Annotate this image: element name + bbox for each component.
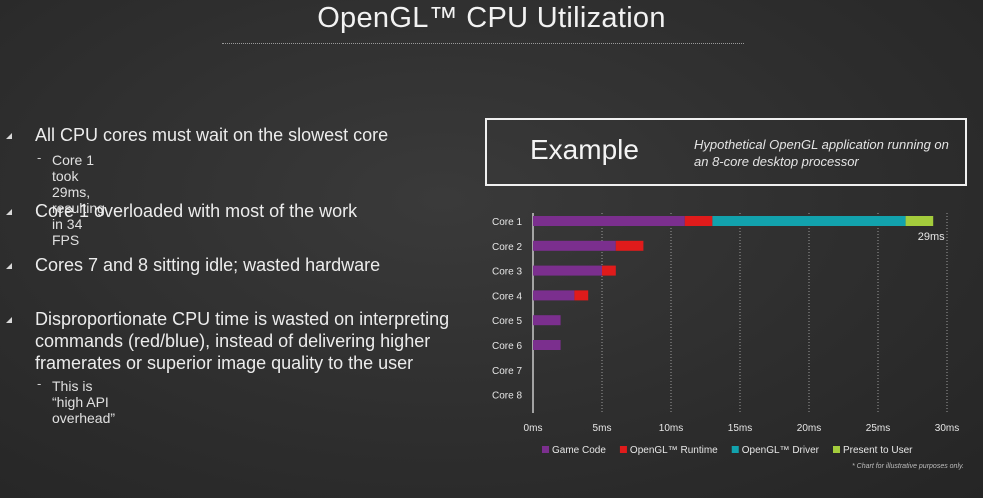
bar-segment: [615, 240, 644, 251]
bar-segment: [602, 265, 616, 276]
legend-swatch: [542, 446, 549, 453]
slide-title: OpenGL™ CPU Utilization: [317, 2, 666, 34]
x-tick-label: 20ms: [797, 423, 821, 434]
cpu-utilization-chart: 0ms 5ms 10ms 15ms 20ms 25ms 30ms Core 1 Core 2 Co…: [492, 213, 959, 456]
sub-bullet-4: This is “high API overhead”: [52, 378, 116, 426]
category-label: Core 7: [492, 366, 522, 377]
category-label: Core 1: [492, 217, 522, 228]
bullet-4: Disproportionate CPU time is wasted on i…: [35, 309, 450, 373]
sub-bullet-dash-icon: -: [37, 376, 42, 391]
total-time-annotation: 29ms: [918, 231, 945, 243]
sub-bullet-1: Core 1 took 29ms, resulting in 34 FPS: [52, 152, 105, 248]
legend-swatch: [619, 446, 627, 453]
bar-segment: [533, 216, 685, 226]
category-label: Core 8: [492, 391, 522, 402]
bar-segment: [533, 290, 575, 301]
category-label: Core 4: [492, 291, 522, 302]
bar-segment: [533, 240, 616, 251]
category-label: Core 2: [492, 242, 522, 253]
bullet-marker-icon: [6, 209, 12, 215]
title-divider: [222, 43, 744, 44]
bar-segment: [712, 216, 906, 226]
bullet-marker-icon: [6, 263, 12, 269]
legend-swatch: [731, 446, 739, 453]
bar-segment: [533, 265, 602, 276]
example-label: Example: [530, 134, 639, 165]
bar-segment: [533, 340, 561, 350]
bar-segment: [533, 315, 561, 326]
legend-label: Game Code: [552, 445, 606, 456]
category-label: Core 6: [492, 341, 522, 352]
x-tick-label: 15ms: [728, 423, 752, 434]
bar-segment: [684, 216, 713, 226]
bullet-marker-icon: [6, 317, 12, 323]
bullet-2: Core 1 overloaded with most of the work: [35, 201, 358, 221]
x-tick-label: 5ms: [593, 423, 612, 434]
sub-bullet-dash-icon: -: [37, 150, 42, 165]
x-tick-label: 10ms: [659, 423, 683, 434]
x-tick-label: 30ms: [935, 423, 959, 434]
bullet-1: All CPU cores must wait on the slowest c…: [35, 125, 389, 145]
bullet-marker-icon: [6, 133, 12, 139]
bar-segment: [574, 290, 589, 301]
bullet-3: Cores 7 and 8 sitting idle; wasted hardw…: [35, 255, 381, 275]
legend-label: OpenGL™ Runtime: [630, 445, 718, 456]
legend-label: OpenGL™ Driver: [742, 445, 820, 456]
example-box: Example Hypothetical OpenGL application …: [485, 118, 967, 186]
legend-swatch: [833, 446, 840, 453]
x-tick-label: 25ms: [866, 423, 890, 434]
category-label: Core 5: [492, 316, 522, 327]
x-tick-label: 0ms: [524, 423, 543, 434]
chart-footnote: * Chart for illustrative purposes only.: [852, 463, 964, 470]
category-label: Core 3: [492, 267, 522, 278]
legend-label: Present to User: [843, 445, 913, 456]
bar-segment: [905, 216, 934, 226]
example-description: Hypothetical OpenGL application running …: [694, 137, 949, 169]
